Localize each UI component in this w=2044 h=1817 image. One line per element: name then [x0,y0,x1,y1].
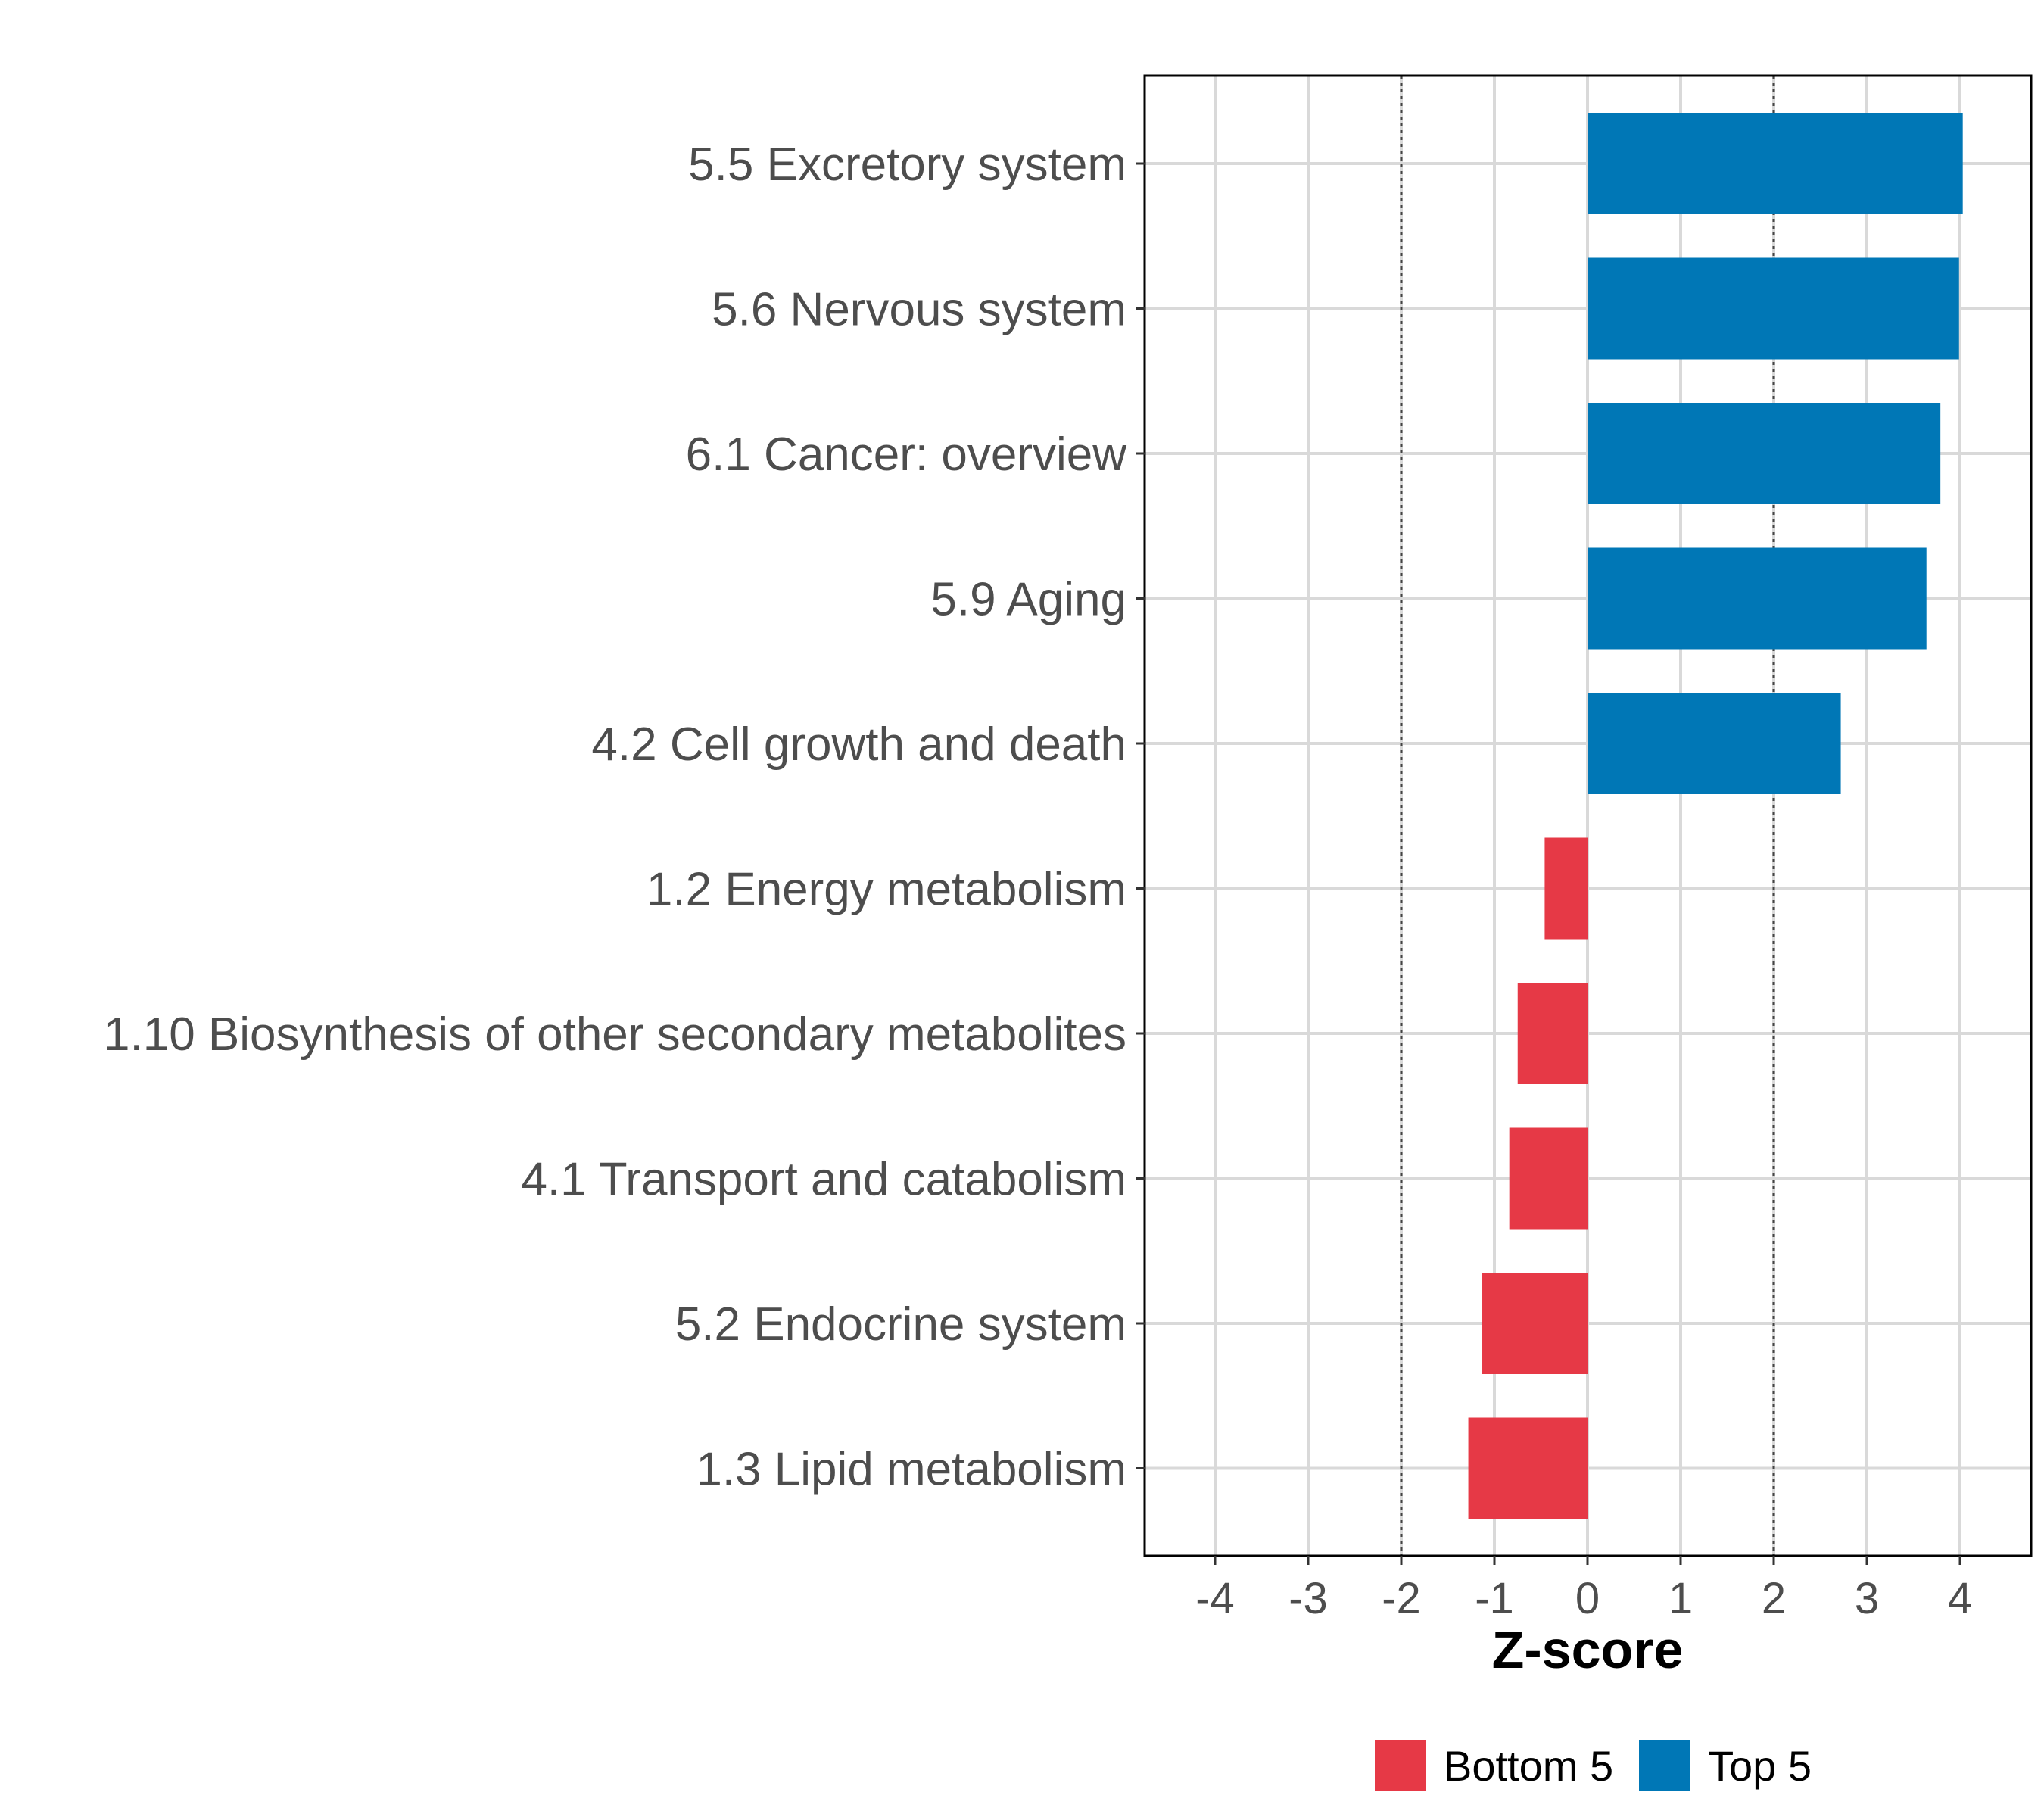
x-tick-label: 2 [1762,1574,1786,1623]
bar [1544,837,1588,940]
bars [1468,113,1963,1519]
y-tick-label: 1.10 Biosynthesis of other secondary met… [104,1008,1126,1061]
y-tick-label: 5.6 Nervous system [712,284,1126,336]
bar [1517,983,1588,1084]
x-tick-label: -2 [1382,1574,1421,1623]
legend-label: Bottom 5 [1444,1742,1613,1790]
x-axis-ticks: -4 -3 -2 -1 0 1 2 3 4 [1195,1556,1972,1623]
y-tick-label: 5.2 Endocrine system [675,1298,1126,1351]
x-tick-label: 0 [1575,1574,1600,1623]
y-tick-label: 5.9 Aging [930,574,1126,626]
legend-swatch [1375,1740,1426,1791]
x-tick-label: 4 [1948,1574,1972,1623]
y-tick-label: 4.1 Transport and catabolism [521,1154,1126,1206]
x-tick-label: -3 [1288,1574,1328,1623]
bar [1588,403,1941,504]
y-tick-label: 5.5 Excretory system [688,139,1126,191]
y-tick-label: 1.2 Energy metabolism [647,864,1126,916]
x-tick-label: 1 [1669,1574,1693,1623]
bar [1588,693,1841,794]
bar [1509,1127,1588,1230]
bar [1482,1273,1588,1374]
x-tick-label: 3 [1855,1574,1879,1623]
legend: Bottom 5 Top 5 [1375,1740,1812,1791]
bar [1588,113,1963,214]
y-axis-ticks: 5.5 Excretory system 5.6 Nervous system 6.… [104,139,1145,1496]
y-tick-label: 6.1 Cancer: overview [686,429,1127,481]
x-tick-label: -4 [1195,1574,1235,1623]
y-tick-label: 4.2 Cell growth and death [591,718,1126,771]
bar [1588,257,1959,360]
bar [1588,547,1927,650]
y-tick-label: 1.3 Lipid metabolism [696,1444,1126,1496]
x-tick-label: -1 [1475,1574,1514,1623]
legend-swatch [1639,1740,1690,1791]
x-axis-title: Z-score [1492,1620,1684,1679]
bar [1468,1417,1588,1519]
legend-label: Top 5 [1708,1742,1812,1790]
